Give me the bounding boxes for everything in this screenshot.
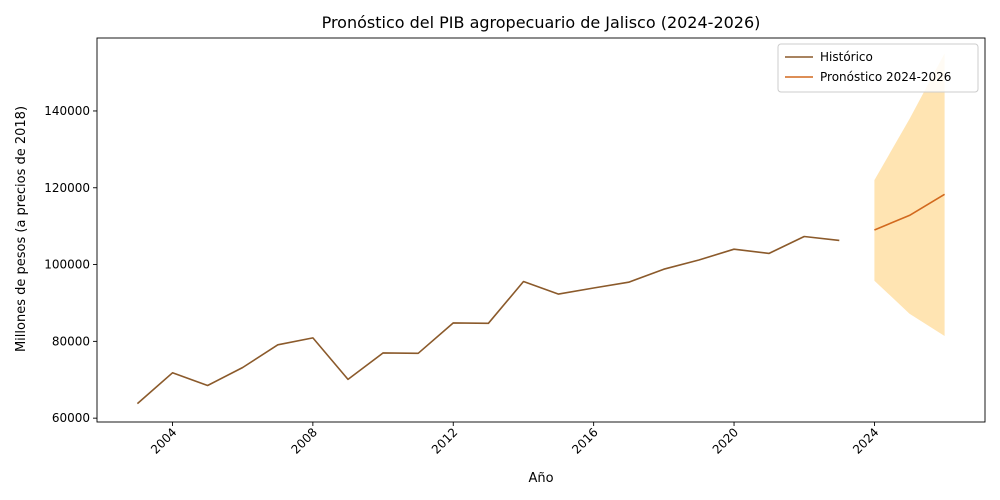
confidence-band [874, 53, 945, 337]
y-axis-label: Millones de pesos (a precios de 2018) [14, 106, 29, 352]
x-tick-label: 2004 [148, 425, 179, 456]
series-line-2 [874, 193, 946, 231]
x-tick-label: 2016 [569, 425, 600, 456]
x-tick-label: 2020 [710, 425, 741, 456]
axes-frame [96, 37, 986, 423]
y-tick-label: 120000 [44, 181, 90, 195]
y-tick-label: 100000 [44, 258, 90, 272]
series-line-1 [136, 235, 840, 405]
x-tick-label: 2024 [850, 425, 881, 456]
y-tick-label: 60000 [52, 411, 90, 425]
legend-label-1: Histórico [820, 50, 873, 64]
x-axis-label: Año [528, 471, 553, 486]
plot-area [136, 53, 946, 405]
x-tick-label: 2008 [288, 425, 319, 456]
axes: 2004 2008 2012 2016 2020 2024 60000 80000 100000… [44, 37, 986, 457]
chart-title: Pronóstico del PIB agropecuario de Jalis… [322, 13, 761, 32]
legend-label-2: Pronóstico 2024-2026 [820, 70, 951, 84]
y-tick-label: 80000 [52, 334, 90, 348]
legend: Histórico Pronóstico 2024-2026 [777, 43, 979, 93]
legend-box [777, 43, 979, 93]
x-tick-label: 2012 [429, 425, 460, 456]
y-tick-label: 140000 [44, 104, 90, 118]
